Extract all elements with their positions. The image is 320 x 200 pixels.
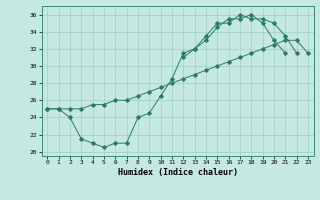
X-axis label: Humidex (Indice chaleur): Humidex (Indice chaleur)	[118, 168, 237, 177]
